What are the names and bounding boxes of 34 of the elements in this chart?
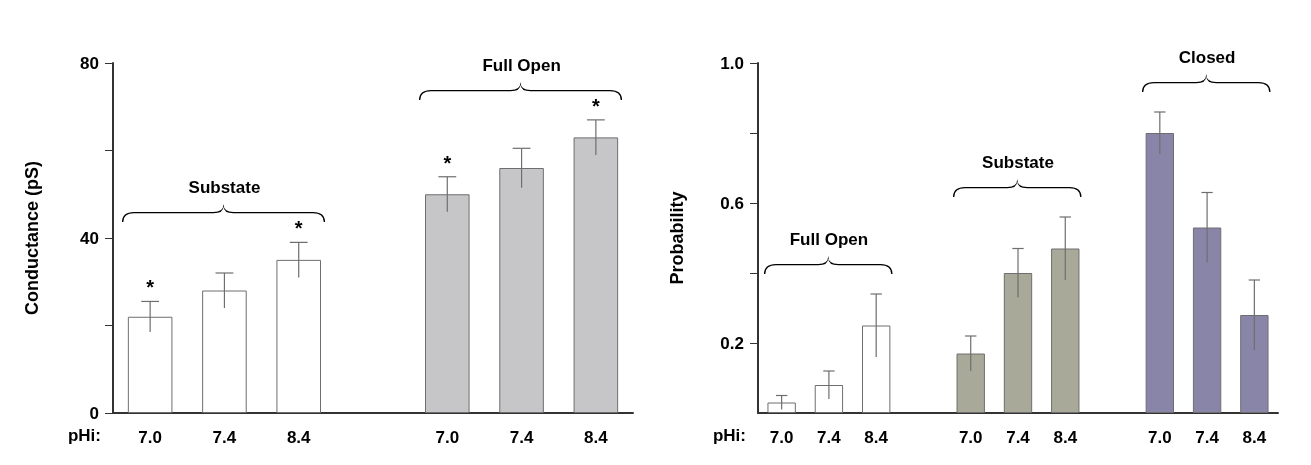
data-label: * [294, 217, 303, 240]
annotation: Closed [1178, 48, 1236, 67]
annotation: Full Open [789, 230, 869, 249]
x-tick-label: 7.4 [1006, 428, 1031, 447]
x-tick-label: 8.4 [584, 428, 609, 447]
y-axis-title: Conductance (pS) [22, 160, 42, 316]
y-tick-label: 0.2 [720, 333, 744, 353]
y-axis-title: Probability [667, 191, 687, 285]
x-tick-label: 7.0 [435, 428, 460, 447]
x-tick-label: 7.4 [509, 428, 534, 447]
data-label: * [443, 151, 452, 174]
annotation: Substate [982, 153, 1054, 172]
x-tick-label: 7.0 [958, 428, 983, 447]
y-tick-label: 1.0 [720, 53, 744, 73]
x-tick-label: 7.4 [212, 428, 237, 447]
y-tick-label: 80 [80, 53, 99, 73]
x-axis-title: pHi: [712, 426, 746, 445]
data-label: * [146, 276, 155, 299]
annotation: Full Open [482, 55, 561, 75]
y-tick-label: 40 [80, 228, 99, 248]
x-tick-label: 7.4 [1195, 428, 1220, 447]
x-tick-label: 7.4 [817, 428, 842, 447]
x-tick-label: 8.4 [286, 428, 312, 447]
x-tick-label: 8.4 [864, 428, 889, 447]
data-label: * [591, 94, 600, 117]
y-tick-label: 0 [89, 403, 99, 423]
x-axis-title: pHi: [67, 426, 101, 445]
x-tick-label: 8.4 [1242, 428, 1267, 447]
annotation: Substate [188, 178, 261, 198]
y-tick-label: 0.6 [720, 193, 744, 213]
x-tick-label: 7.0 [138, 428, 162, 447]
x-tick-label: 7.0 [1148, 428, 1172, 447]
x-tick-label: 8.4 [1053, 428, 1078, 447]
x-tick-label: 7.0 [769, 428, 794, 447]
